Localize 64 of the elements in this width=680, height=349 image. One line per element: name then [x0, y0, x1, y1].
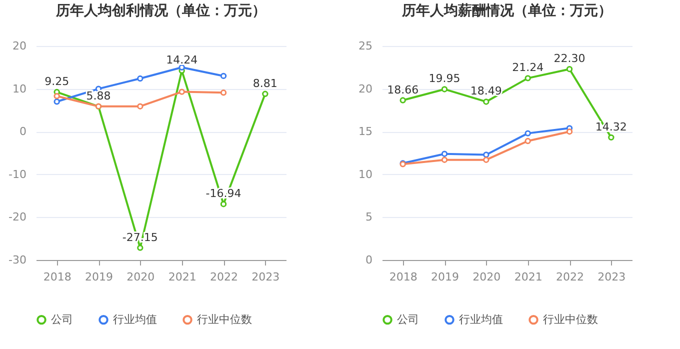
y-tick-label: 0: [366, 254, 372, 266]
point: [400, 97, 406, 104]
point: [137, 244, 144, 251]
x-tick-label: 2021: [168, 270, 196, 284]
x-tick-label: 2020: [472, 270, 501, 284]
point: [137, 103, 144, 110]
x-tick-label: 2018: [43, 270, 72, 284]
point: [137, 75, 144, 82]
x-tick-label: 2022: [556, 270, 584, 284]
point: [566, 128, 573, 135]
x-tick-label: 2023: [252, 270, 280, 284]
y-tick-label: 10: [358, 168, 372, 181]
x-tick-label: 2018: [389, 270, 418, 284]
legend-label: 行业均值: [113, 312, 157, 326]
data-label: 18.49: [470, 84, 502, 98]
point: [441, 150, 448, 157]
chart-title: 历年人均薪酬情况（单位：万元）: [401, 3, 612, 19]
legend-label: 行业均值: [459, 312, 503, 326]
point: [54, 92, 60, 100]
data-label: 21.24: [512, 61, 544, 74]
y-tick-label: -20: [8, 210, 26, 224]
point: [54, 98, 60, 105]
point: [483, 156, 490, 163]
point: [483, 152, 490, 158]
point: [220, 72, 227, 80]
data-label: 18.66: [387, 83, 419, 96]
data-label: 14.24: [166, 54, 198, 67]
data-label: 5.88: [86, 89, 111, 102]
y-tick-label: 20: [12, 40, 26, 52]
y-tick-label: -30: [8, 254, 26, 266]
point: [524, 75, 531, 82]
point: [220, 201, 227, 208]
data-label: 9.25: [44, 75, 70, 88]
y-tick-label: 10: [12, 82, 26, 96]
point: [441, 86, 448, 92]
point: [608, 134, 614, 141]
legend-label: 公司: [51, 312, 73, 326]
data-label: 8.81: [252, 76, 278, 90]
chart-title: 历年人均创利情况（单位：万元）: [55, 3, 266, 19]
x-tick-label: 2020: [126, 270, 155, 284]
x-tick-label: 2023: [598, 270, 626, 284]
x-tick-label: 2019: [85, 270, 113, 284]
point: [178, 88, 185, 95]
point: [483, 98, 490, 105]
point: [524, 130, 531, 136]
y-tick-label: 25: [358, 40, 372, 52]
data-label: 19.95: [428, 72, 460, 86]
point: [566, 66, 573, 72]
y-tick-label: 0: [20, 125, 26, 138]
x-tick-label: 2019: [431, 270, 459, 284]
point: [220, 90, 227, 96]
y-tick-label: 20: [358, 82, 372, 96]
point: [441, 156, 448, 163]
data-label: 22.30: [554, 52, 586, 66]
legend-label: 行业中位数: [197, 312, 252, 326]
legend-label: 公司: [397, 312, 419, 326]
y-tick-label: -10: [8, 168, 26, 181]
point: [524, 138, 531, 144]
x-tick-label: 2022: [210, 270, 238, 284]
x-tick-label: 2021: [514, 270, 542, 284]
point: [262, 90, 268, 97]
legend-label: 行业中位数: [543, 312, 598, 326]
y-tick-label: 5: [366, 210, 372, 224]
y-tick-label: 15: [358, 125, 372, 138]
